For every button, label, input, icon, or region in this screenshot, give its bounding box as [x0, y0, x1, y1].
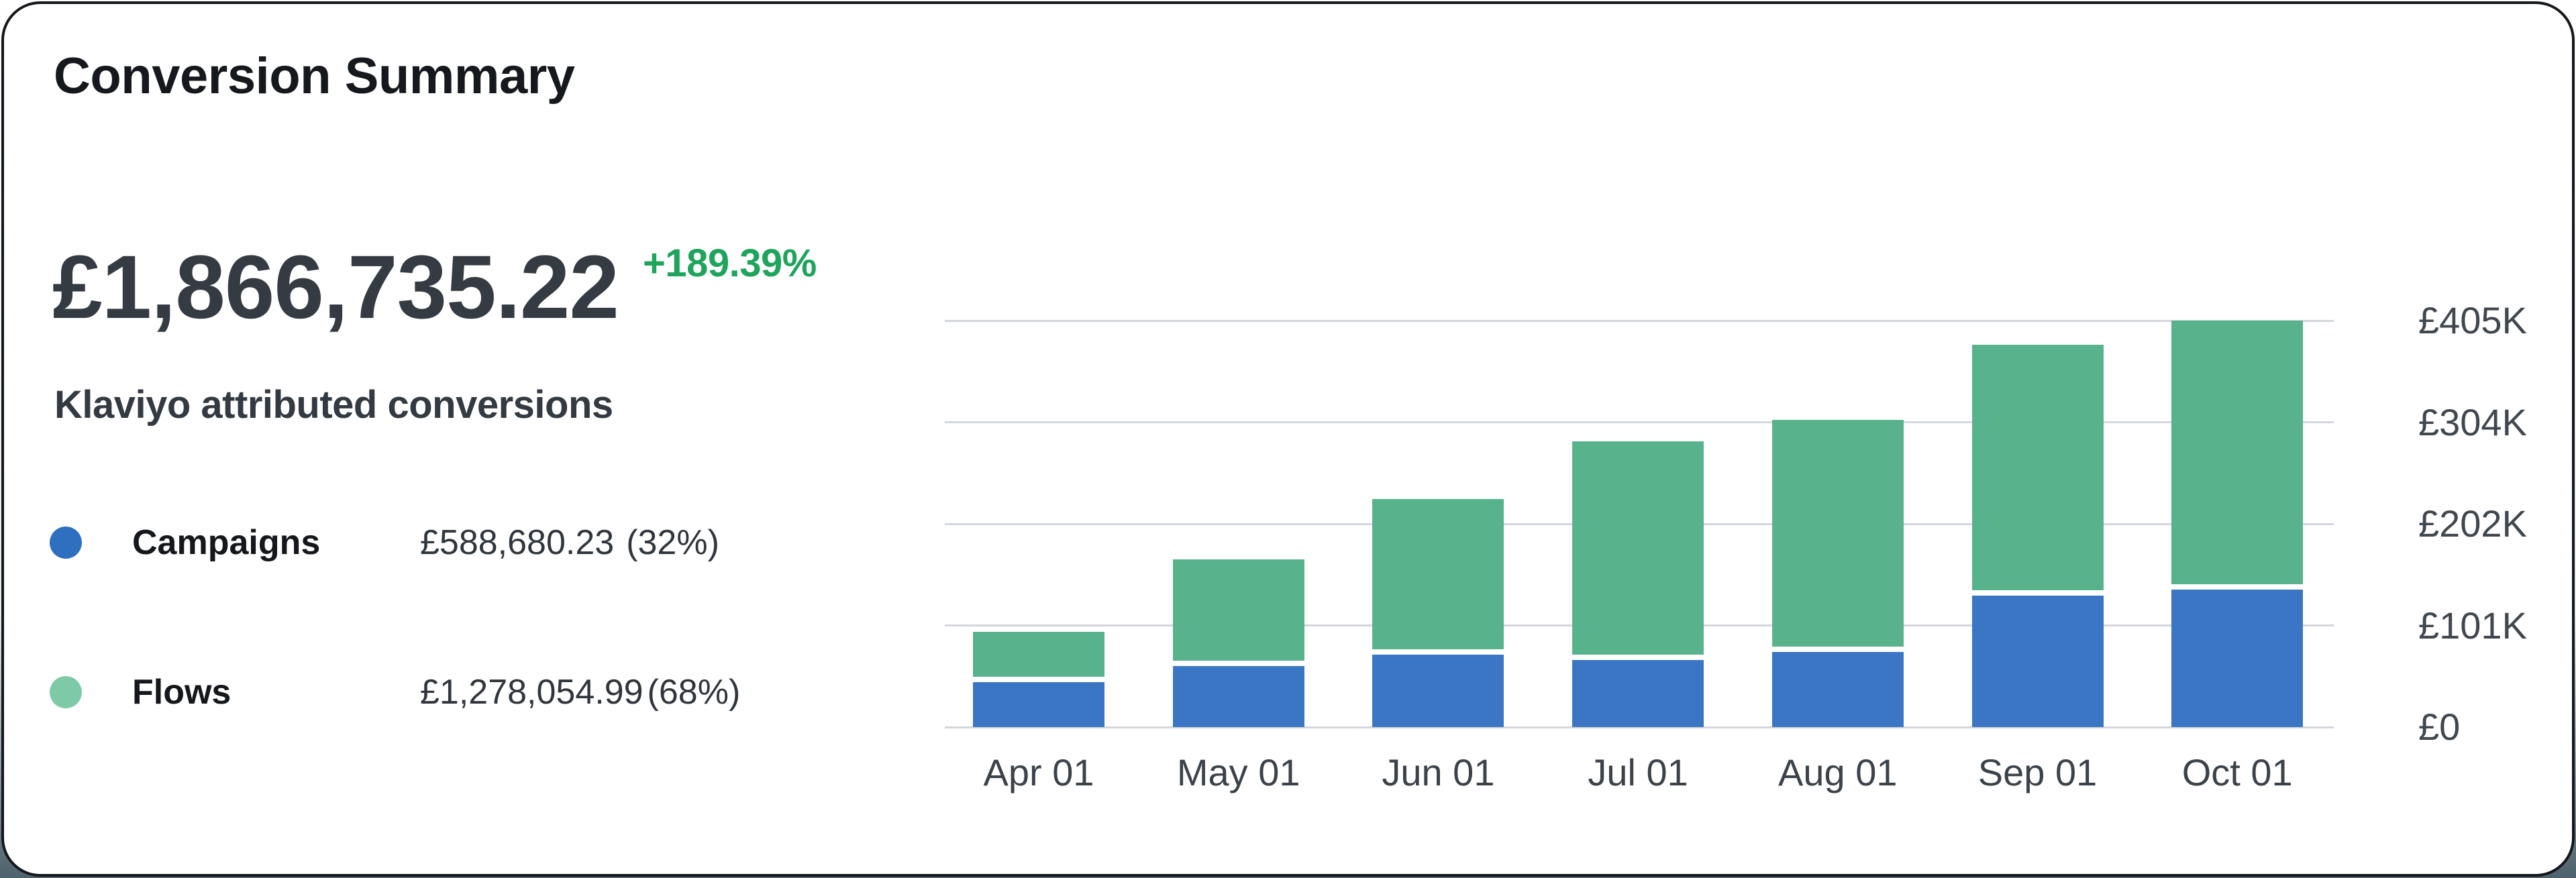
x-axis-label: Apr 01 — [983, 751, 1094, 793]
x-axis-label: Jul 01 — [1588, 751, 1688, 793]
legend-value-flows: £1,278,054.99 (68%) — [420, 673, 741, 712]
flows-color-dot-icon — [50, 676, 82, 708]
campaigns-color-dot-icon — [50, 527, 82, 559]
bar-jul-01-campaigns-segment[interactable] — [1572, 659, 1704, 727]
bar-aug-01-flows-segment[interactable] — [1771, 420, 1904, 652]
bar-oct-01-flows-segment[interactable] — [2171, 321, 2304, 590]
flows-amount: £1,278,054.99 — [420, 673, 643, 712]
bar-jun-01 — [1372, 321, 1504, 727]
legend-value-campaigns: £588,680.23 (32%) — [420, 523, 719, 562]
x-axis-label: Oct 01 — [2181, 751, 2293, 793]
metric-subtitle: Klaviyo attributed conversions — [54, 383, 613, 427]
bar-aug-01 — [1771, 321, 1904, 727]
bar-jun-01-campaigns-segment[interactable] — [1372, 655, 1504, 727]
x-axis-label: May 01 — [1176, 751, 1300, 793]
x-axis-label: Sep 01 — [1977, 751, 2098, 793]
bar-apr-01 — [973, 321, 1104, 727]
legend-item-flows: Flows £1,278,054.99 (68%) — [4, 673, 917, 712]
gridline — [945, 319, 2334, 322]
bar-apr-01-campaigns-segment[interactable] — [973, 681, 1104, 727]
campaigns-amount: £588,680.23 — [420, 523, 615, 562]
y-axis-label: £0 — [2418, 706, 2461, 748]
bar-jul-01 — [1572, 321, 1704, 727]
y-axis-label: £405K — [2418, 299, 2527, 341]
campaigns-percent: (32%) — [626, 523, 719, 562]
chart-plot: £405K £304K £202K £101K £0 Apr 01 May 01 Jun 01… — [945, 302, 2527, 791]
y-axis-label: £304K — [2418, 400, 2527, 443]
bar-apr-01-flows-segment[interactable] — [973, 631, 1104, 682]
bar-sep-01-campaigns-segment[interactable] — [1971, 596, 2104, 727]
page-title: Conversion Summary — [54, 48, 575, 105]
bar-may-01-campaigns-segment[interactable] — [1172, 665, 1304, 727]
bar-oct-01 — [2171, 321, 2304, 727]
x-axis-label: Aug 01 — [1778, 751, 1898, 793]
bar-oct-01-campaigns-segment[interactable] — [2171, 590, 2304, 727]
gridline — [945, 726, 2334, 728]
bar-jun-01-flows-segment[interactable] — [1372, 499, 1504, 655]
legend-label-flows: Flows — [132, 673, 231, 712]
bar-sep-01-flows-segment[interactable] — [1971, 344, 2104, 596]
change-percent-badge: +189.39% — [642, 241, 817, 285]
gridline — [945, 421, 2334, 423]
bar-jul-01-flows-segment[interactable] — [1572, 441, 1704, 660]
legend-item-campaigns: Campaigns £588,680.23 (32%) — [4, 523, 917, 562]
x-axis-label: Jun 01 — [1382, 751, 1495, 793]
y-axis-label: £101K — [2418, 604, 2527, 647]
bar-may-01-flows-segment[interactable] — [1172, 559, 1304, 666]
total-conversions-block: £1,866,735.22 +189.39% — [52, 243, 817, 333]
y-axis-label: £202K — [2418, 502, 2527, 545]
bar-aug-01-campaigns-segment[interactable] — [1771, 651, 1904, 727]
legend-label-campaigns: Campaigns — [132, 523, 321, 562]
total-conversions-value: £1,866,735.22 — [52, 237, 619, 337]
bar-may-01 — [1172, 321, 1304, 727]
bar-sep-01 — [1971, 321, 2104, 727]
flows-percent: (68%) — [647, 673, 741, 712]
